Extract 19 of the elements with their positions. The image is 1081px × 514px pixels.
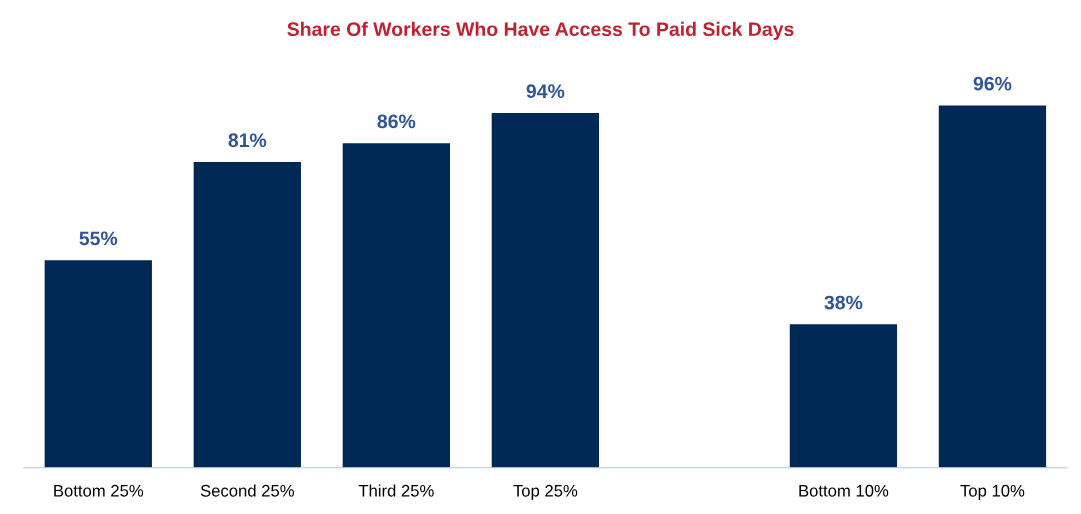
- x-tick-label: Top 10%: [960, 484, 1025, 500]
- bar: [193, 162, 301, 468]
- x-tick-label: Top 25%: [513, 484, 578, 500]
- bar: [938, 105, 1047, 468]
- bar: [789, 324, 898, 468]
- x-tick-label: Bottom 25%: [54, 484, 144, 497]
- x-tick-label: Third 25%: [358, 484, 434, 497]
- data-label: 94%: [526, 84, 565, 99]
- data-label: 86%: [377, 114, 416, 129]
- bar: [491, 113, 600, 468]
- x-tick-label: Bottom 10%: [799, 484, 889, 497]
- data-label: 81%: [228, 133, 267, 148]
- data-label: 96%: [973, 76, 1012, 91]
- x-tick-label: Second 25%: [200, 484, 294, 497]
- data-label: 38%: [824, 295, 863, 310]
- bar: [342, 143, 450, 468]
- chart-title: Share Of Workers Who Have Access To Paid Sick Days: [287, 21, 794, 40]
- data-label: 55%: [79, 231, 118, 246]
- bar: [44, 260, 152, 468]
